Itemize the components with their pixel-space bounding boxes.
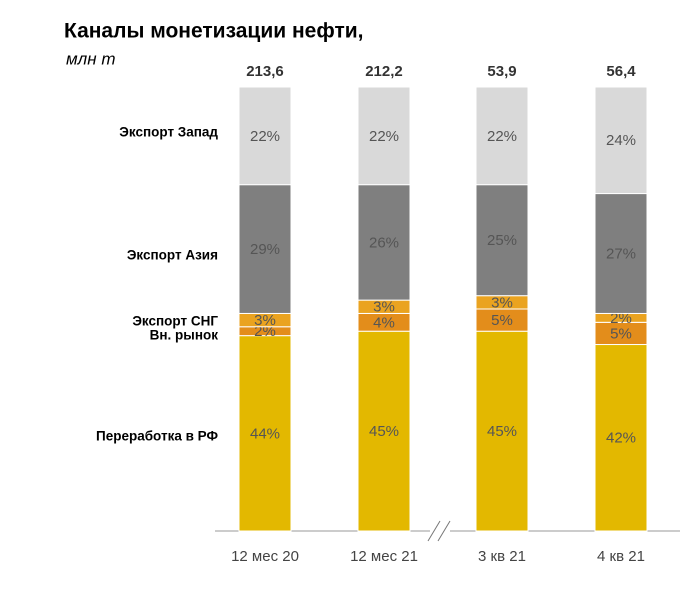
segment-label: 3% [491,294,513,311]
segment-label: 27% [606,245,636,262]
series-label: Экспорт СНГ [132,314,218,329]
total-label: 53,9 [487,63,516,80]
bar-segment [238,335,292,532]
bar-segment [475,86,529,186]
segment-label: 22% [487,128,517,145]
axis-break-line [427,520,441,542]
series-label: Экспорт Запад [119,125,218,140]
chart-subtitle: млн т [66,49,115,68]
total-label: 212,2 [365,63,403,80]
bar-segment [475,184,529,297]
bar-segment [238,86,292,186]
series-label: Экспорт Азия [127,248,218,263]
bar-segment [475,330,529,532]
total-label: 213,6 [246,63,284,80]
chart-title: Каналы монетизации нефти, [64,20,364,43]
x-tick-label: 12 мес 20 [231,548,299,565]
segment-label: 2% [610,310,632,327]
bar-segment [357,86,411,186]
axis-break-gap [430,520,450,542]
segment-label: 5% [610,325,632,342]
segment-label: 24% [606,132,636,149]
series-label: Переработка в РФ [96,429,218,444]
x-tick-label: 4 кв 21 [597,548,645,565]
segment-label: 5% [491,312,513,329]
segment-label: 3% [254,312,276,329]
segment-label: 22% [250,128,280,145]
axis-break [427,520,451,542]
x-tick-label: 3 кв 21 [478,548,526,565]
segment-label: 22% [369,128,399,145]
segment-label: 3% [373,299,395,316]
total-label: 56,4 [606,63,636,80]
segment-label: 25% [487,232,517,249]
bar-segment [594,86,648,195]
series-label: Вн. рынок [150,328,219,343]
axis-break-line [437,520,451,542]
segment-label: 45% [369,423,399,440]
segment-label: 44% [250,425,280,442]
x-tick-label: 12 мес 21 [350,548,418,565]
segment-label: 29% [250,241,280,258]
segment-label: 26% [369,234,399,251]
segment-label: 4% [373,314,395,331]
bar-segment [594,193,648,314]
segment-label: 42% [606,430,636,447]
segment-label: 45% [487,423,517,440]
segment-label: 2% [254,323,276,340]
